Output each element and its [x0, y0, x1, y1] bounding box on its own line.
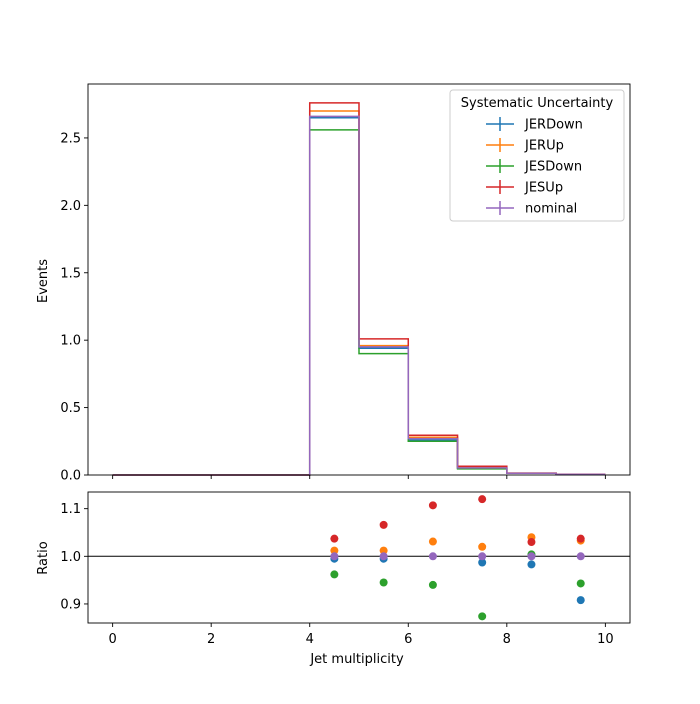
ratio-point-JERUp [478, 542, 487, 551]
ratio-point-JERDown [478, 558, 487, 567]
ratio-x-tick-label: 6 [404, 632, 412, 647]
ratio-point-JERUp [428, 537, 437, 546]
ratio-point-nominal [428, 552, 437, 561]
ratio-x-tick-label: 10 [597, 632, 614, 647]
legend-label-JERUp: JERUp [524, 139, 564, 154]
ratio-point-nominal [379, 552, 388, 561]
x-axis-label: Jet multiplicity [309, 652, 404, 667]
main-plot-frame [87, 83, 631, 476]
ratio-point-JESDown [428, 580, 437, 589]
ratio-point-JESUp [330, 534, 339, 543]
main-y-tick-label: 0.0 [60, 469, 81, 484]
legend-label-JESDown: JESDown [524, 160, 582, 175]
legend-label-JERDown: JERDown [524, 118, 583, 133]
ratio-point-JERUp [330, 546, 339, 555]
ratio-point-JESUp [428, 501, 437, 510]
ratio-point-JESUp [478, 495, 487, 504]
legend: Systematic Uncertainty JERDown JERUp JESDow… [449, 89, 625, 222]
ratio-point-JERDown [576, 596, 585, 605]
ratio-point-JESDown [576, 579, 585, 588]
main-y-tick-label: 1.5 [60, 266, 81, 281]
ratio-point-JERDown [527, 560, 536, 569]
ratio-y-axis-label: Ratio [36, 541, 51, 574]
ratio-x-tick-label: 0 [108, 632, 116, 647]
legend-label-nominal: nominal [525, 202, 577, 217]
ratio-x-tick-label: 4 [306, 632, 314, 647]
ratio-point-nominal [527, 552, 536, 561]
main-y-tick-label: 1.0 [60, 334, 81, 349]
legend-box [449, 89, 625, 222]
ratio-plot-frame [87, 491, 631, 624]
main-y-axis-label: Events [36, 259, 51, 303]
legend-label-JESUp: JESUp [524, 181, 563, 196]
legend-title: Systematic Uncertainty [461, 96, 614, 111]
ratio-y-tick-label: 1.0 [60, 550, 81, 565]
ratio-point-nominal [478, 552, 487, 561]
ratio-panel: 0.9 1.0 1.1 0 2 4 6 8 10 [60, 491, 631, 647]
ratio-y-tick-label: 1.1 [60, 502, 81, 517]
main-y-tick-label: 2.0 [60, 199, 81, 214]
ratio-point-nominal [330, 552, 339, 561]
main-histogram-panel: 0.0 0.5 1.0 1.5 2.0 2.5 [60, 83, 631, 484]
main-y-tick-label: 2.5 [60, 131, 81, 146]
ratio-point-JESUp [379, 520, 388, 529]
ratio-point-JESUp [527, 538, 536, 547]
main-y-tick-label: 0.5 [60, 401, 81, 416]
ratio-x-tick-label: 8 [503, 632, 511, 647]
ratio-x-tick-label: 2 [207, 632, 215, 647]
ratio-point-JESUp [576, 534, 585, 543]
ratio-point-JERUp [379, 546, 388, 555]
ratio-point-JESDown [330, 570, 339, 579]
ratio-point-JESDown [379, 578, 388, 587]
ratio-point-nominal [576, 552, 585, 561]
ratio-point-JESDown [478, 612, 487, 621]
ratio-y-tick-label: 0.9 [60, 597, 81, 612]
